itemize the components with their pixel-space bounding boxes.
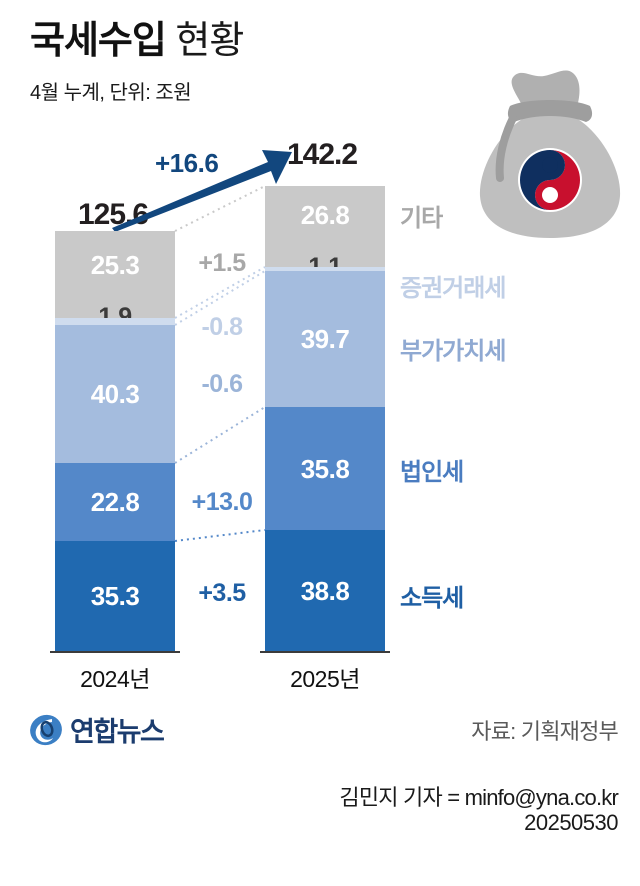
delta-기타: +1.5 (198, 249, 246, 277)
axis-line-2024 (50, 651, 180, 653)
legend-item-기타[interactable]: 기타 (400, 205, 443, 232)
segment-value-2024-부가가치세: 40.3 (90, 379, 140, 409)
source-label: 자료: 기획재정부 (471, 719, 619, 744)
segment-value-2024-법인세: 22.8 (90, 487, 140, 517)
delta-법인세: +13.0 (191, 488, 253, 516)
delta-부가가치세: -0.6 (201, 370, 243, 398)
legend-item-소득세[interactable]: 소득세 (400, 585, 464, 612)
axis-label-2025: 2025년 (290, 666, 360, 692)
legend-item-부가가치세[interactable]: 부가가치세 (400, 338, 506, 365)
segment-value-2025-부가가치세: 39.7 (300, 324, 350, 354)
page-title: 국세수입 현황 (30, 20, 244, 64)
header: 국세수입 현황 4월 누계, 단위: 조원 (30, 20, 244, 105)
footer: 연합뉴스 자료: 기획재정부 김민지 기자 = minfo@yna.co.kr … (0, 700, 640, 886)
segment-2025-부가가치세[interactable]: 39.7 (265, 271, 385, 407)
segment-2025-법인세[interactable]: 35.8 (265, 407, 385, 530)
money-bag-icon (470, 62, 630, 242)
delta-소득세: +3.5 (198, 579, 246, 607)
yonhap-swirl-icon (30, 714, 62, 745)
yonhap-news-logo: 연합뉴스 (28, 710, 165, 749)
segment-2024-기타[interactable]: 25.3 (55, 231, 175, 318)
segment-value-2024-소득세: 35.3 (90, 581, 140, 611)
legend-item-법인세[interactable]: 법인세 (400, 459, 464, 486)
growth-arrow-icon (112, 150, 292, 232)
legend-item-증권거래세[interactable]: 증권거래세 (400, 275, 506, 302)
date-label: 20250530 (524, 810, 618, 835)
segment-2025-증권거래세[interactable] (265, 267, 385, 271)
segment-2024-부가가치세[interactable]: 40.3 (55, 325, 175, 463)
segment-2024-증권거래세[interactable] (55, 318, 175, 325)
byline-label: 김민지 기자 = minfo@yna.co.kr (339, 785, 618, 810)
title-bold: 국세수입 (30, 20, 167, 62)
yonhap-news-logo-text: 연합뉴스 (70, 717, 165, 747)
segment-value-2025-법인세: 35.8 (300, 453, 350, 484)
delta-증권거래세: -0.8 (201, 313, 243, 341)
segment-value-2024-기타: 25.3 (90, 249, 140, 280)
page-subtitle: 4월 누계, 단위: 조원 (30, 81, 192, 104)
segment-2024-소득세[interactable]: 35.3 (55, 541, 175, 651)
total-change-label: +16.6 (155, 148, 219, 178)
total-label-2025: 142.2 (287, 138, 358, 171)
segment-value-2025-소득세: 38.8 (300, 575, 350, 606)
axis-label-2024: 2024년 (80, 666, 150, 692)
segment-value-2025-기타: 26.8 (300, 199, 350, 230)
axis-line-2025 (260, 651, 390, 653)
stacked-bar-chart: 125.6 142.2 +16.6 25.3 1.9 40.3 (50, 138, 506, 692)
title-thin: 현황 (165, 20, 244, 62)
total-label-2024: 125.6 (78, 198, 149, 231)
segment-2024-법인세[interactable]: 22.8 (55, 463, 175, 541)
segment-2025-기타[interactable]: 26.8 (265, 186, 385, 267)
segment-2025-소득세[interactable]: 38.8 (265, 530, 385, 651)
